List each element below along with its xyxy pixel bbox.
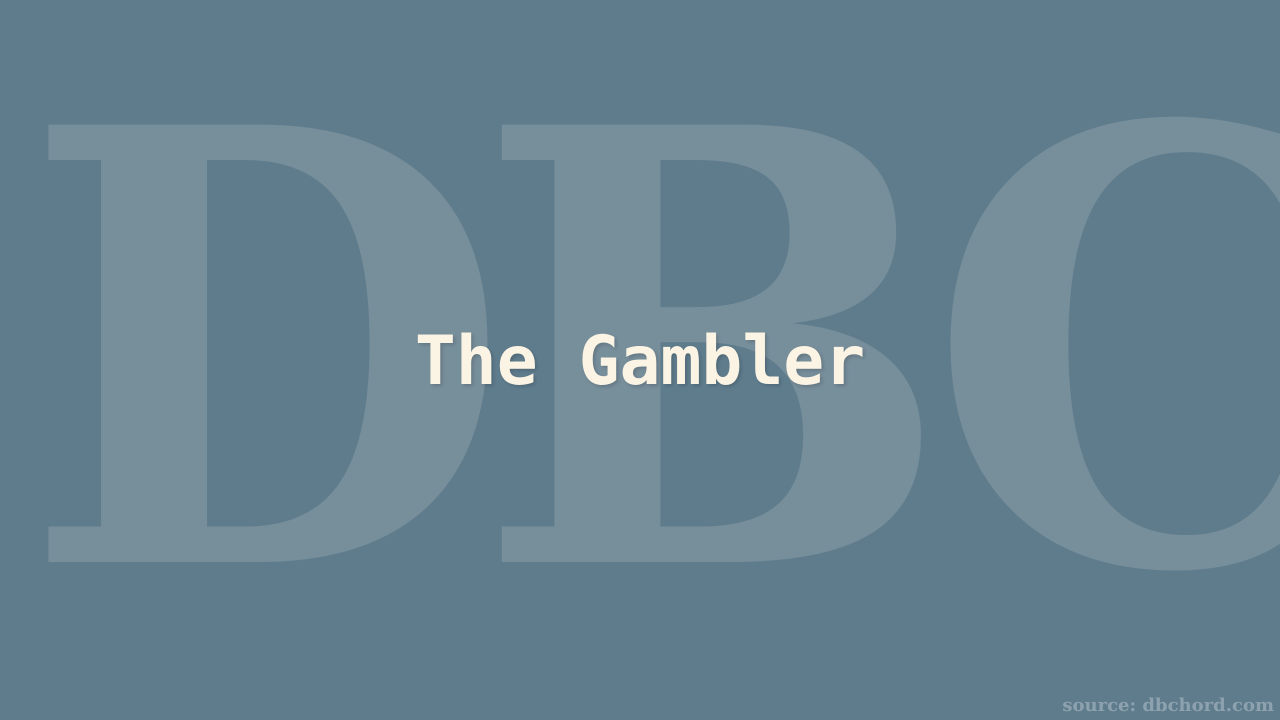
song-title: The Gambler xyxy=(414,322,866,401)
source-credit: source: dbchord.com xyxy=(1062,695,1274,716)
watermark-logo-text: DBC xyxy=(22,0,1280,704)
